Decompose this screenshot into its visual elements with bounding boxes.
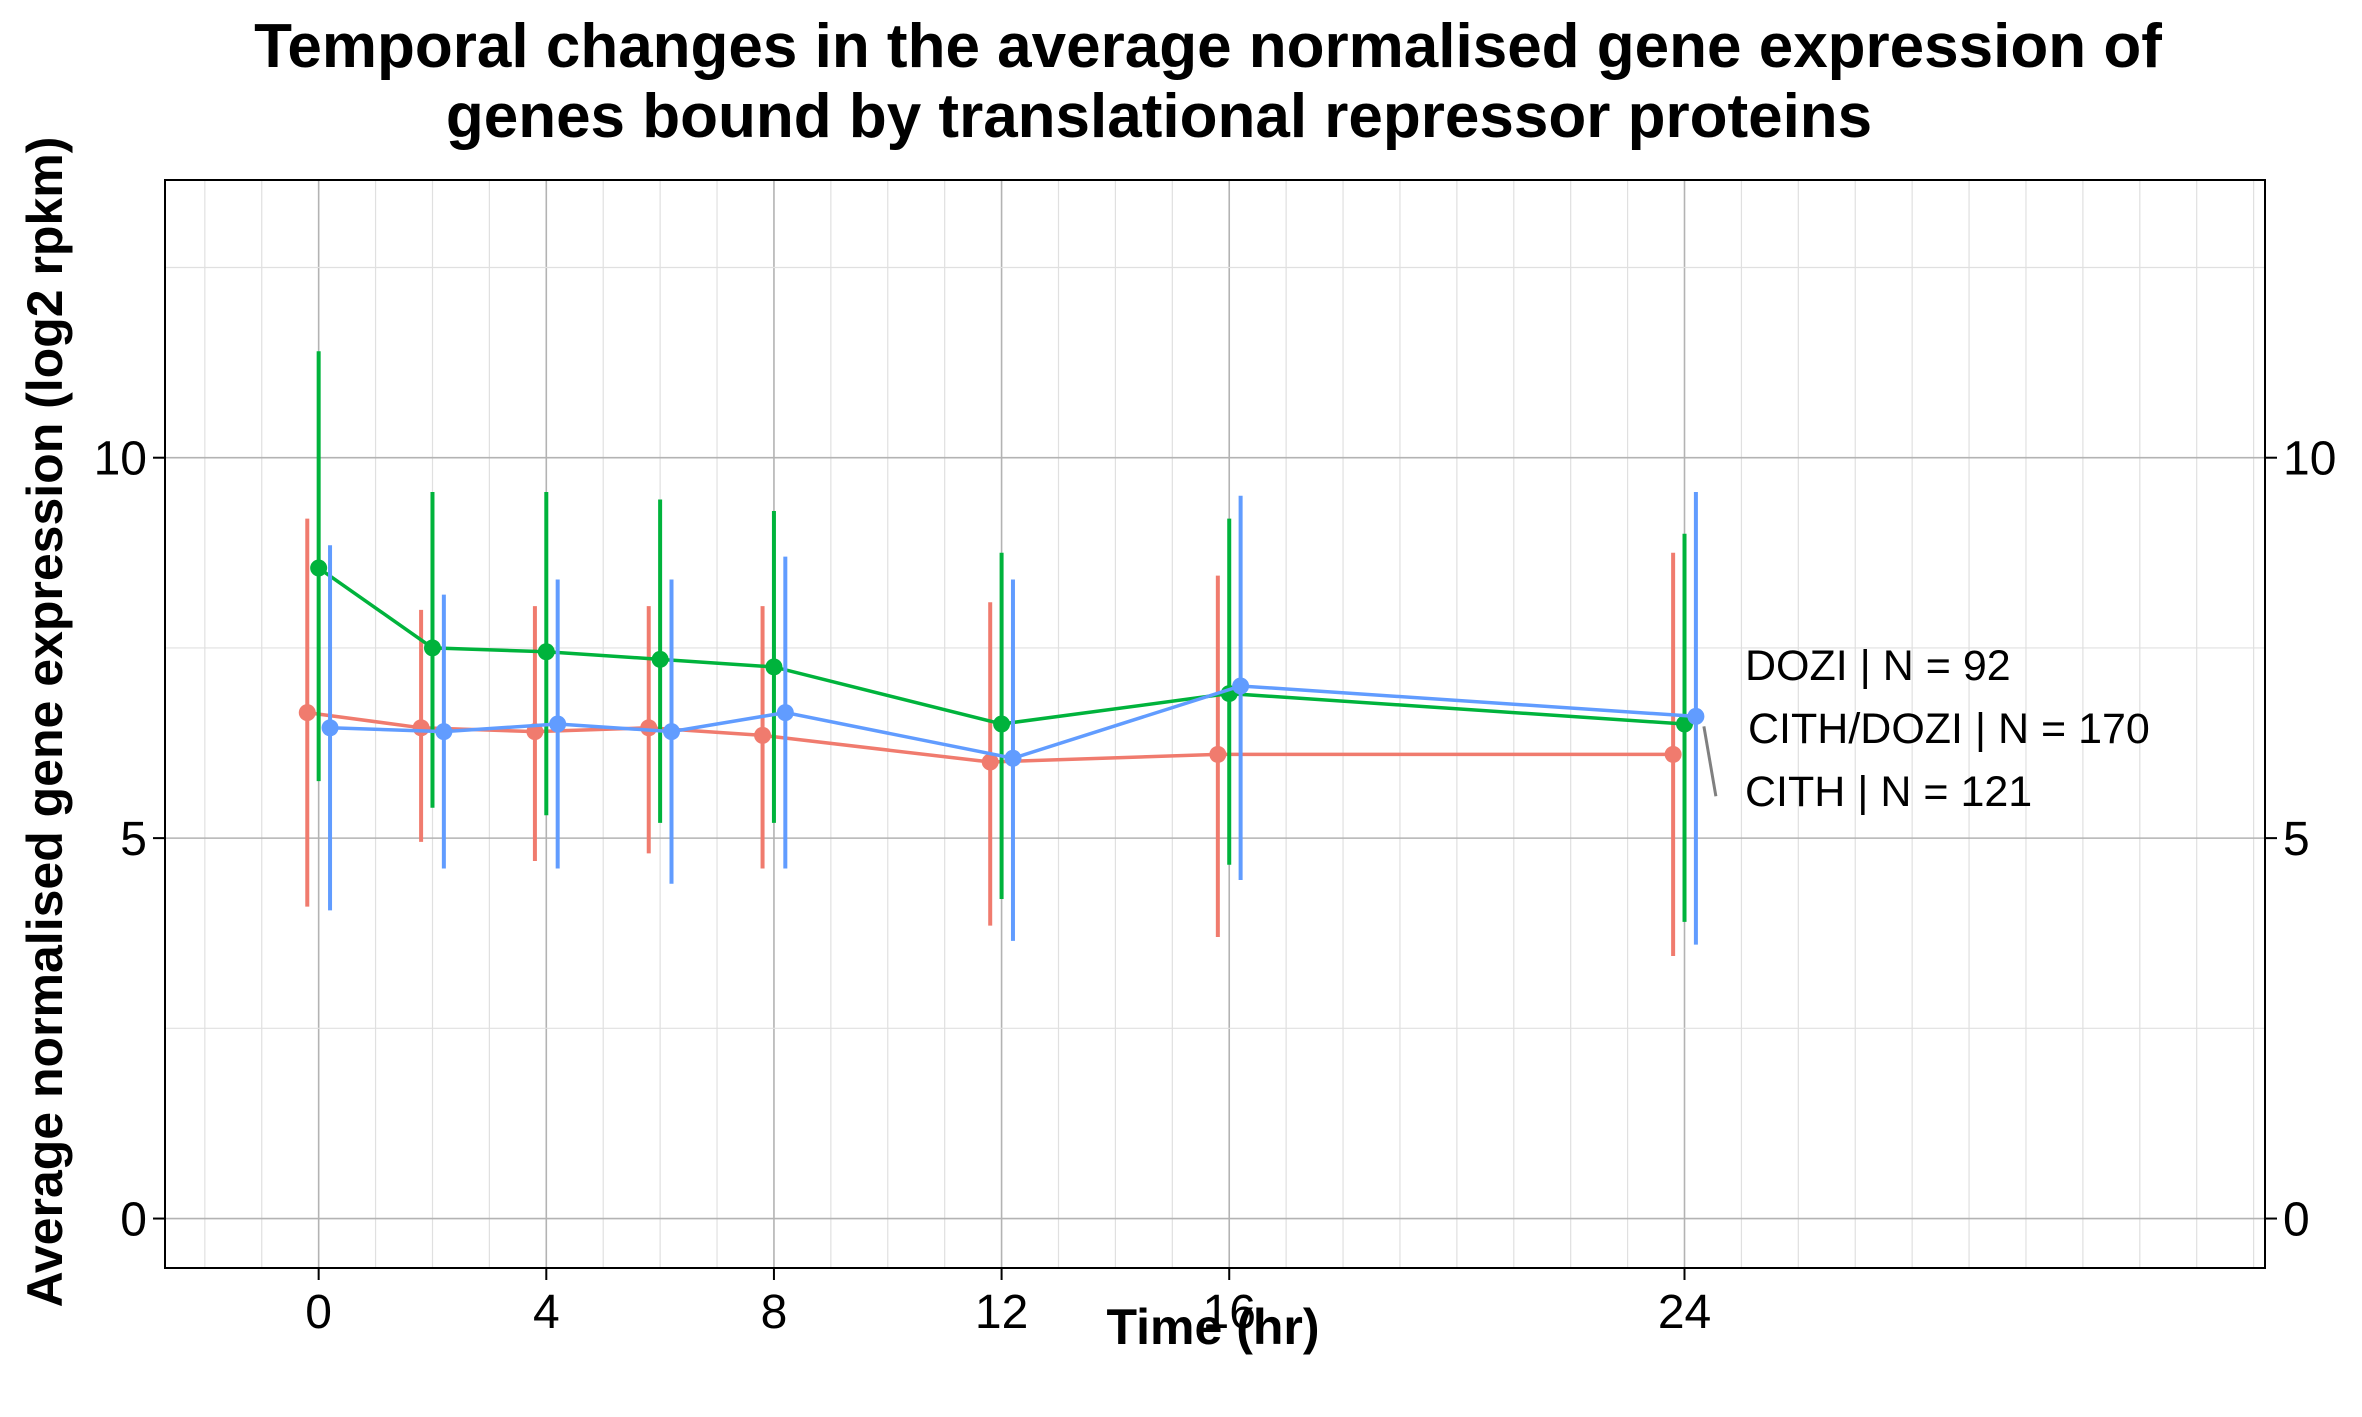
data-point bbox=[652, 651, 669, 668]
data-point bbox=[993, 716, 1010, 733]
data-point bbox=[1687, 708, 1704, 725]
data-point bbox=[1209, 746, 1226, 763]
data-point bbox=[1232, 677, 1249, 694]
x-tick-label: 24 bbox=[1658, 1286, 1711, 1339]
x-tick-label: 12 bbox=[975, 1286, 1028, 1339]
y-tick-label-right: 5 bbox=[2283, 813, 2310, 866]
y-tick-label-left: 0 bbox=[120, 1194, 147, 1247]
data-point bbox=[640, 719, 657, 736]
data-point bbox=[538, 643, 555, 660]
data-point bbox=[777, 704, 794, 721]
data-point bbox=[413, 719, 430, 736]
chart-title-line2: genes bound by translational repressor p… bbox=[446, 82, 1872, 151]
legend-label: CITH/DOZI | N = 170 bbox=[1748, 705, 2150, 753]
data-point bbox=[1004, 750, 1021, 767]
axes: 0 4 8 12 16 240 05 510 10 bbox=[94, 433, 2337, 1339]
y-tick-label-left: 10 bbox=[94, 433, 147, 486]
y-axis-label: Average normalised gene expression (log2… bbox=[17, 137, 73, 1308]
x-axis-label: Time (hr) bbox=[1107, 1299, 1320, 1355]
data-point bbox=[1665, 746, 1682, 763]
data-point bbox=[754, 727, 771, 744]
y-tick-label-left: 5 bbox=[120, 813, 147, 866]
data-point bbox=[765, 658, 782, 675]
data-point bbox=[424, 639, 441, 656]
data-point bbox=[299, 704, 316, 721]
data-point bbox=[663, 723, 680, 740]
y-tick-label-right: 10 bbox=[2283, 433, 2336, 486]
chart-title-line1: Temporal changes in the average normalis… bbox=[254, 12, 2162, 81]
y-tick-label-right: 0 bbox=[2283, 1194, 2310, 1247]
legend-connector bbox=[1704, 726, 1716, 796]
data-point bbox=[322, 719, 339, 736]
legend-label: CITH | N = 121 bbox=[1745, 768, 2032, 816]
x-tick-label: 0 bbox=[305, 1286, 332, 1339]
data-point bbox=[549, 716, 566, 733]
series-3 bbox=[322, 492, 1705, 945]
x-tick-label: 8 bbox=[761, 1286, 788, 1339]
series-1 bbox=[299, 519, 1682, 956]
data-point bbox=[310, 560, 327, 577]
x-tick-label: 4 bbox=[533, 1286, 560, 1339]
legend-label: DOZI | N = 92 bbox=[1745, 642, 2011, 690]
data-point bbox=[435, 723, 452, 740]
